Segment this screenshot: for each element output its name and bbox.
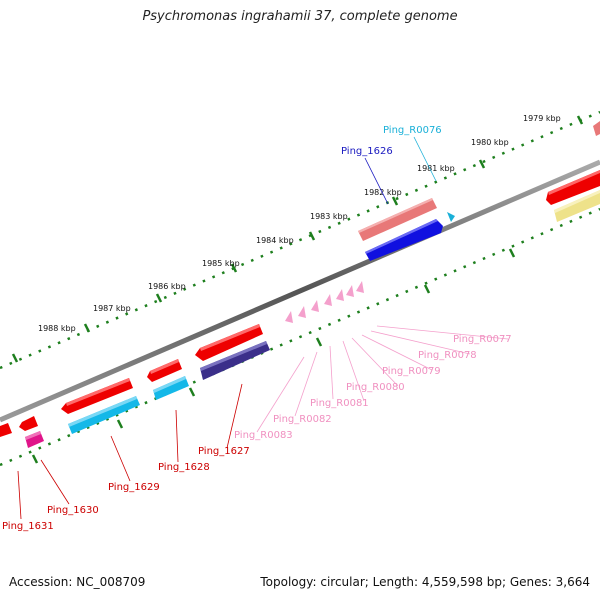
gene-label-ping-1627[interactable]: Ping_1627 <box>198 446 250 457</box>
outer-scale-ring <box>0 110 600 370</box>
gene-label-ping-r0076[interactable]: Ping_R0076 <box>383 125 442 136</box>
scale-label: 1984 kbp <box>256 236 294 245</box>
inner-scale-ring <box>0 207 600 467</box>
scale-label: 1988 kbp <box>38 324 76 333</box>
accession-text: Accession: NC_008709 <box>9 575 146 589</box>
trna-markers[interactable] <box>285 281 364 323</box>
gene-1626-block[interactable] <box>358 198 443 261</box>
scale-label: 1980 kbp <box>471 138 509 147</box>
gene-label-ping-1628[interactable]: Ping_1628 <box>158 462 210 473</box>
gene-label-ping-r0081[interactable]: Ping_R0081 <box>310 398 369 409</box>
gene-label-ping-1626[interactable]: Ping_1626 <box>341 146 393 157</box>
scale-label: 1983 kbp <box>310 212 348 221</box>
gene-label-ping-r0078[interactable]: Ping_R0078 <box>418 350 477 361</box>
scale-label: 1979 kbp <box>523 114 561 123</box>
inner-major-ticks <box>31 248 516 464</box>
gene-label-ping-1630[interactable]: Ping_1630 <box>47 505 99 516</box>
gene-right-edge[interactable] <box>546 121 600 222</box>
gene-label-ping-r0080[interactable]: Ping_R0080 <box>346 382 405 393</box>
scale-label: 1981 kbp <box>417 164 455 173</box>
gene-1630-block[interactable] <box>19 416 44 448</box>
gene-label-ping-r0083[interactable]: Ping_R0083 <box>234 430 293 441</box>
label-connectors <box>17 136 509 520</box>
gene-label-ping-r0082[interactable]: Ping_R0082 <box>273 414 332 425</box>
gene-1628-block[interactable] <box>147 359 189 400</box>
rna-r0076-marker[interactable] <box>447 212 455 222</box>
scale-label: 1982 kbp <box>364 188 402 197</box>
scale-label: 1987 kbp <box>93 304 131 313</box>
gene-label-ping-r0077[interactable]: Ping_R0077 <box>453 334 512 345</box>
gene-label-ping-1629[interactable]: Ping_1629 <box>108 482 160 493</box>
genome-backbone <box>0 159 600 423</box>
gene-1631-block[interactable] <box>0 423 12 437</box>
outer-major-ticks <box>11 115 584 363</box>
gene-1629-block[interactable] <box>61 378 140 434</box>
genome-title: Psychromonas ingrahamii 37, complete gen… <box>142 9 458 24</box>
gene-label-ping-1631[interactable]: Ping_1631 <box>2 521 54 532</box>
scale-label: 1985 kbp <box>202 259 240 268</box>
gene-label-ping-r0079[interactable]: Ping_R0079 <box>382 366 441 377</box>
scale-label: 1986 kbp <box>148 282 186 291</box>
gene-1627-block[interactable] <box>195 324 270 380</box>
genome-stats-text: Topology: circular; Length: 4,559,598 bp… <box>260 575 590 589</box>
